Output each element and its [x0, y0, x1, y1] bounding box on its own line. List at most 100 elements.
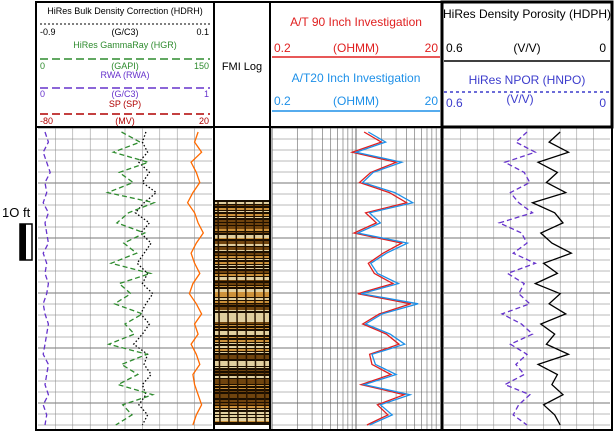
fmi-band: [215, 295, 269, 297]
fmi-band: [215, 343, 269, 344]
fmi-band: [215, 376, 269, 378]
fmi-band: [215, 340, 269, 342]
fmi-band: [215, 370, 269, 371]
fmi-band: [215, 358, 269, 359]
fmi-band: [215, 391, 269, 392]
fmi-band: [215, 247, 269, 250]
curve-hires-bulk-density-correction-hdrh: [132, 131, 158, 426]
hgr-scale-left: 0: [40, 61, 45, 71]
fmi-band: [215, 334, 269, 335]
fmi-band: [215, 385, 269, 386]
fmi-band: [215, 355, 269, 358]
fmi-band: [215, 292, 269, 295]
curve-sp-sp: [186, 131, 205, 426]
fmi-band: [215, 232, 269, 233]
fmi-band: [215, 262, 269, 264]
at90-scale-right: 20: [425, 41, 439, 55]
hnpo-name: HiRes NPOR (HNPO): [469, 73, 586, 87]
fmi-band: [215, 325, 269, 326]
hdph-scale-left: 0.6: [446, 41, 463, 55]
fmi-image: [214, 200, 270, 425]
at20-name: A/T20 Inch Investigation: [292, 71, 421, 85]
fmi-band: [215, 298, 269, 300]
fmi-streak: [253, 201, 257, 423]
fmi-band: [215, 382, 269, 384]
log-curves: [42, 131, 573, 426]
fmi-band: [215, 238, 269, 239]
fmi-band: [215, 406, 269, 408]
fmi-band: [215, 328, 269, 329]
fmi-band: [215, 301, 269, 303]
rwa-unit: (G/C3): [112, 89, 139, 99]
fmi-band: [215, 331, 269, 334]
fmi-band: [215, 394, 269, 397]
fmi-band: [215, 388, 269, 389]
fmi-band: [215, 304, 269, 305]
hdph-scale-right: 0: [599, 41, 606, 55]
hdrh-name: HiRes Bulk Density Correction (HDRH): [47, 6, 203, 16]
track-frames: [35, 0, 614, 431]
rwa-scale-left: 0: [40, 89, 45, 99]
fmi-band: [215, 259, 269, 260]
fmi-band: [215, 244, 269, 246]
fmi-band: [215, 226, 269, 229]
hgr-scale-right: 150: [194, 61, 209, 71]
curve-hires-density-porosity-hdph: [530, 131, 573, 426]
fmi-band: [215, 214, 269, 216]
fmi-band: [215, 205, 269, 206]
at90-name: A/T 90 Inch Investigation: [290, 15, 422, 29]
curve-a-t-90-inch-investigation: [349, 131, 412, 426]
fmi-streak: [217, 201, 221, 423]
track1-header: HiRes Bulk Density Correction (HDRH) -0.…: [40, 6, 210, 126]
fmi-streak: [235, 201, 239, 423]
fmi-band: [215, 280, 269, 281]
fmi-band: [215, 379, 269, 382]
hnpo-unit: (V/V): [506, 92, 533, 106]
sp-scale-left: -80: [40, 116, 53, 126]
fmi-band: [215, 412, 269, 414]
at90-unit: (OHMM): [333, 41, 379, 55]
fmi-band: [215, 274, 269, 276]
fmi-band: [215, 322, 269, 324]
track-grids: [38, 127, 610, 429]
fmi-band: [215, 349, 269, 351]
at20-scale-left: 0.2: [274, 94, 291, 108]
fmi-band: [215, 361, 269, 364]
fmi-band: [215, 208, 269, 210]
fmi-title: FMI Log: [222, 61, 262, 73]
sp-scale-right: 20: [199, 116, 209, 126]
fmi-band: [215, 397, 269, 398]
fmi-band: [215, 271, 269, 273]
curve-hires-gammaray-hgr: [105, 131, 157, 426]
fmi-band: [215, 253, 269, 255]
fmi-streak: [262, 201, 266, 423]
curve-hires-npor-hnpo: [497, 131, 538, 426]
fmi-band: [215, 313, 269, 316]
hdrh-scale-left: -0.9: [40, 27, 56, 37]
fmi-band: [215, 283, 269, 285]
fmi-band: [215, 310, 269, 311]
fmi-band: [215, 256, 269, 258]
fmi-band: [215, 418, 269, 421]
fmi-band: [215, 241, 269, 244]
fmi-band: [215, 319, 269, 322]
hgr-unit: (GAPI): [111, 61, 139, 71]
fmi-band: [215, 217, 269, 218]
fmi-band: [215, 373, 269, 374]
fmi-band: [215, 337, 269, 338]
sp-name: SP (SP): [109, 99, 141, 109]
curve-rwa-rwa: [42, 131, 51, 426]
fmi-band: [215, 223, 269, 225]
curve-a-t20-inch-investigation: [353, 131, 419, 426]
hdrh-unit: (G/C3): [112, 27, 139, 37]
fmi-band: [215, 250, 269, 251]
fmi-band: [215, 352, 269, 353]
fmi-band: [215, 409, 269, 410]
fmi-band: [215, 346, 269, 348]
fmi-band: [215, 202, 269, 204]
fmi-band: [215, 211, 269, 212]
fmi-band: [215, 364, 269, 366]
fmi-band: [215, 367, 269, 368]
fmi-band: [215, 403, 269, 405]
